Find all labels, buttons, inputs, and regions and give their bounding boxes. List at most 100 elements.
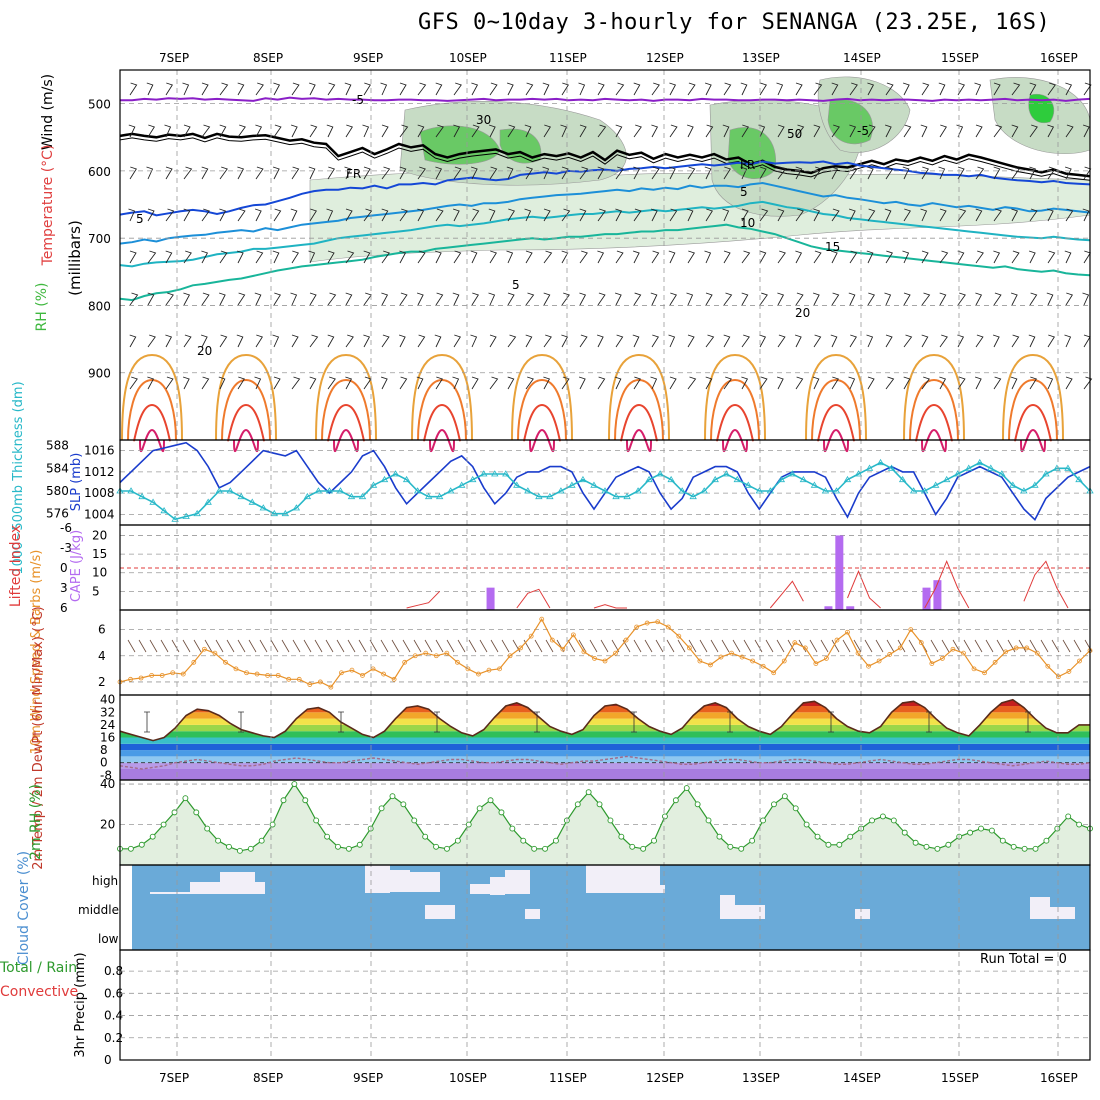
wind-barb [489,82,498,96]
thickness-marker [931,481,940,488]
rh-marker [923,843,930,850]
temp-color-band [120,731,1090,738]
thickness-marker [402,475,411,483]
wind-barb [183,124,191,138]
wind10m-marker [391,676,397,682]
wind-barb [903,124,912,138]
wind-barb [435,292,444,306]
wind-barb [614,376,622,390]
wind10m-marker [454,659,460,665]
warm-contour [221,378,271,441]
thickness-marker [678,487,686,494]
rh-marker [781,793,788,800]
precip-tick-label: 0.2 [104,1031,123,1045]
thickness-marker [954,470,962,477]
wind-barb [668,334,676,348]
precip-tick-label: 0.8 [104,964,123,978]
wind10m-barb [600,639,609,653]
wind10m-marker [159,672,165,678]
wind-barb [345,124,353,138]
wind-barb [417,82,427,96]
wind-barb [128,124,136,138]
contour-label: 5 [740,185,748,199]
wind-barb [272,166,280,180]
wind10m-barb [820,639,829,653]
wind-barb [848,292,856,306]
freezing-level-line [119,137,1091,181]
slp-tick-label: 1004 [84,507,115,521]
day-label-bottom: 8SEP [253,1071,283,1085]
wind-barb [453,250,462,264]
wind-barb [921,334,929,348]
li-tick-label: -3 [60,541,72,555]
rh-marker [705,817,712,824]
rh-marker [215,837,222,844]
wind-barb [471,124,480,138]
warm-contour [805,353,867,441]
wind-barb [974,376,982,390]
day-label-bottom: 15SEP [941,1071,979,1085]
wind10m-marker [834,637,840,643]
wind10m-barb [941,639,950,653]
cape-tick-label: 10 [92,566,107,580]
wind-barb [129,166,137,180]
wind-barb [309,334,319,348]
wind-barb [687,82,696,96]
wind-barb [435,376,443,390]
wind-barb [399,82,407,96]
wind-barb [435,208,444,222]
day-label-bottom: 11SEP [549,1071,587,1085]
minmax-errorbar [144,711,150,733]
wind-barb [866,166,874,180]
wind10m-barb [556,639,565,653]
wind-barb [345,376,353,390]
rh-marker [204,825,211,832]
wind-barb [849,124,857,138]
rh-marker [1010,843,1017,850]
wind-barb [885,334,893,348]
cape-bar [922,587,931,610]
wind10m-barb [567,639,576,653]
wind-barb [795,208,804,222]
wind10m-marker [444,650,450,656]
rh-marker [520,837,527,844]
wind-barb [723,334,731,348]
wind-barb [1010,292,1018,306]
wind-barb [291,334,299,348]
temperature-axis-label: Temperature (°C) [40,145,56,267]
contour-label: 50 [787,127,802,141]
day-label-bottom: 14SEP [843,1071,881,1085]
thickness-marker [909,487,918,494]
wind10m-barb [182,639,191,653]
rh-marker [313,817,320,824]
wind-barb [399,208,408,222]
wind-barb [1083,334,1091,348]
wind-barb [633,376,641,390]
wind10m-marker [992,659,998,665]
wind10m-barb [765,639,774,653]
warm-contour [315,353,377,441]
warm-contour [710,378,760,441]
wind-barb [596,334,604,348]
wind-barb [471,82,479,96]
lifted-index-axis-label: Lifted Index [8,525,24,607]
wind-barb [506,250,514,264]
rh2m-axis-label: 2m RH (%) [28,784,44,860]
wind10m-marker [855,650,861,656]
wind-barb [381,250,390,264]
wind10m-barb [391,639,400,653]
wind-barb [831,124,840,138]
thickness-marker [1075,475,1083,483]
wind-barb [290,292,298,306]
minmax-errorbar [926,711,932,733]
cloud-layer-label: high [92,874,118,888]
wind-barb [542,82,550,96]
wind-barb [561,250,569,264]
thickness-marker [777,475,786,483]
wind-barb [219,250,228,264]
wind-barb [615,124,623,138]
wind-barb [344,166,352,180]
rh-marker [934,845,941,852]
warm-contour [1014,403,1052,442]
